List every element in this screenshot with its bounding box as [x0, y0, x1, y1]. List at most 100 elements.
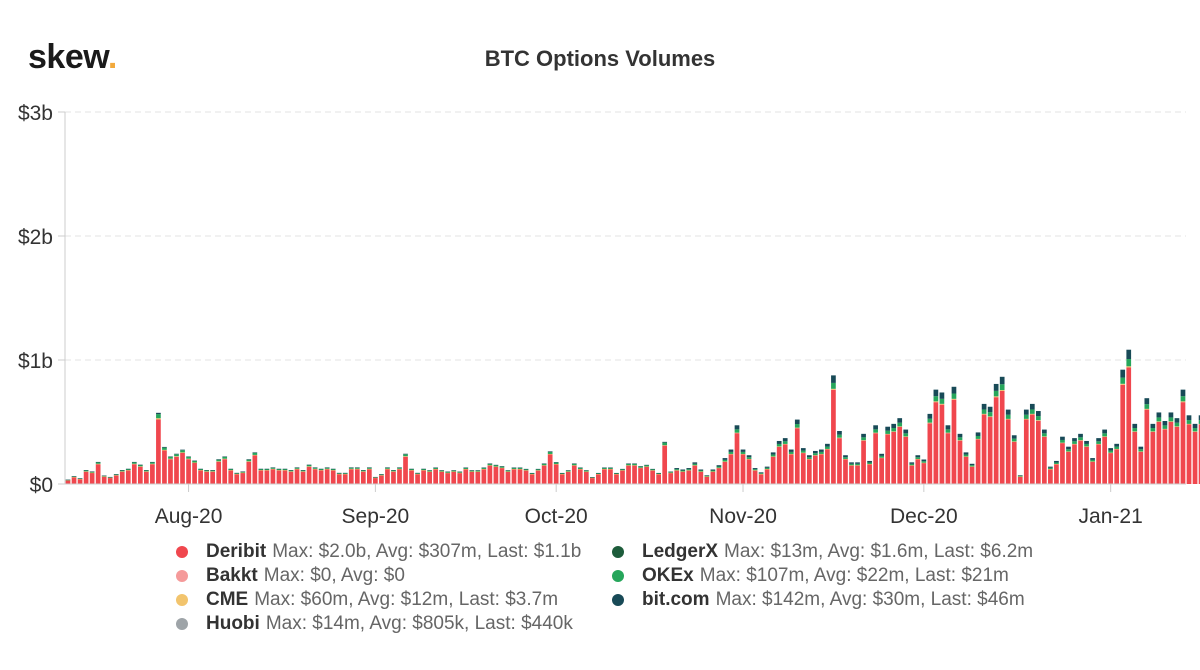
legend-item-deribit[interactable]: Deribit Max: $2.0b, Avg: $307m, Last: $1.… [176, 540, 581, 564]
bar-bitcom-111 [734, 425, 740, 430]
bar-okex-108 [716, 466, 722, 468]
bar-bitcom-27 [228, 468, 234, 470]
bar-cme-135 [879, 457, 884, 459]
bar-okex-3 [83, 470, 89, 472]
bar-cme-124 [812, 455, 818, 456]
bar-bitcom-183 [1168, 412, 1174, 418]
bar-deribit-74 [511, 469, 517, 484]
bar-cme-68 [475, 471, 481, 472]
bar-bitcom-15 [156, 412, 161, 415]
bar-bitcom-74 [511, 467, 517, 469]
bar-cme-108 [716, 467, 722, 469]
bar-bitcom-105 [698, 469, 704, 471]
legend-item-okex[interactable]: OKEx Max: $107m, Avg: $22m, Last: $21m [612, 564, 1009, 588]
bar-bitcom-167 [1072, 438, 1077, 442]
bar-cme-31 [252, 454, 258, 456]
bar-okex-151 [975, 435, 981, 439]
bar-cme-105 [698, 471, 704, 472]
bar-okex-111 [734, 429, 740, 433]
bar-bitcom-63 [445, 471, 451, 473]
bar-okex-19 [180, 450, 185, 453]
bar-deribit-14 [150, 464, 155, 484]
bar-okex-146 [945, 429, 951, 433]
bar-cme-74 [511, 468, 517, 470]
bar-deribit-116 [764, 469, 770, 484]
bar-bitcom-43 [324, 467, 330, 468]
bar-bitcom-112 [740, 449, 746, 452]
bar-cme-15 [156, 418, 161, 420]
bar-bitcom-160 [1029, 403, 1035, 410]
bar-deribit-42 [318, 470, 324, 484]
bar-deribit-129 [843, 459, 848, 484]
x-tick-label-5: Jan-21 [1079, 505, 1143, 528]
bar-bitcom-152 [981, 403, 987, 410]
bar-okex-18 [174, 454, 179, 457]
legend-item-cme[interactable]: CME Max: $60m, Avg: $12m, Last: $3.7m [176, 588, 558, 612]
bar-deribit-96 [644, 466, 649, 484]
legend-item-huobi[interactable]: Huobi Max: $14m, Avg: $805k, Last: $440k [176, 612, 573, 636]
bar-bitcom-60 [427, 470, 432, 471]
bar-deribit-107 [710, 471, 716, 484]
legend-item-ledgerx[interactable]: LedgerX Max: $13m, Avg: $1.6m, Last: $6.2… [612, 540, 1033, 564]
bar-deribit-128 [837, 438, 842, 484]
bar-cme-18 [174, 456, 179, 457]
bar-cme-178 [1138, 451, 1144, 452]
bar-bitcom-55 [397, 467, 402, 468]
bar-deribit-11 [131, 464, 137, 484]
bar-cme-63 [445, 472, 451, 474]
bar-deribit-7 [107, 477, 113, 484]
bar-deribit-86 [583, 471, 589, 484]
bar-cme-171 [1096, 443, 1101, 445]
bar-deribit-165 [1060, 443, 1065, 484]
bar-bitcom-150 [969, 463, 975, 466]
bar-okex-106 [704, 475, 710, 477]
bar-deribit-24 [210, 471, 216, 484]
bar-okex-188 [1198, 420, 1200, 424]
bar-deribit-31 [252, 455, 258, 484]
legend-item-bakkt[interactable]: Bakkt Max: $0, Avg: $0 [176, 564, 405, 588]
bar-cme-183 [1168, 421, 1174, 422]
legend-marker-icon [176, 594, 188, 606]
bar-cme-12 [137, 466, 143, 467]
bar-cme-172 [1102, 436, 1107, 437]
bar-bitcom-140 [909, 462, 915, 464]
bar-bitcom-11 [131, 461, 137, 463]
bar-deribit-139 [903, 436, 909, 484]
x-tick-label-2: Oct-20 [525, 505, 588, 528]
bar-deribit-184 [1174, 426, 1180, 484]
bar-cme-64 [451, 471, 457, 472]
bar-cme-115 [758, 473, 764, 475]
bar-deribit-28 [234, 474, 240, 484]
bar-deribit-145 [939, 404, 945, 484]
bar-deribit-59 [421, 470, 426, 484]
bar-okex-161 [1035, 416, 1041, 421]
bar-deribit-55 [397, 469, 402, 484]
legend-stats: Max: $60m, Avg: $12m, Last: $3.7m [254, 589, 559, 610]
bar-bitcom-90 [608, 467, 613, 469]
bar-bitcom-9 [119, 470, 125, 471]
bar-deribit-154 [993, 397, 999, 484]
bar-deribit-34 [270, 469, 276, 484]
bar-bitcom-104 [692, 462, 698, 464]
bar-okex-133 [867, 462, 872, 464]
legend-item-bitcom[interactable]: bit.com Max: $142m, Avg: $30m, Last: $46m [612, 588, 1025, 612]
bar-okex-42 [318, 469, 324, 471]
bar-deribit-130 [849, 465, 854, 484]
bar-bitcom-50 [367, 467, 372, 468]
legend-name: LedgerX [642, 541, 719, 562]
bar-okex-28 [234, 473, 240, 474]
bar-cme-148 [957, 440, 963, 441]
bar-deribit-92 [620, 470, 625, 484]
bar-bitcom-115 [758, 472, 764, 474]
bar-bitcom-127 [831, 375, 836, 383]
bar-deribit-178 [1138, 451, 1144, 484]
bar-deribit-6 [101, 476, 107, 484]
bar-okex-29 [240, 471, 246, 473]
bar-cme-37 [288, 471, 294, 472]
bar-okex-107 [710, 470, 716, 472]
bar-deribit-43 [324, 469, 330, 484]
bar-bitcom-147 [951, 386, 957, 394]
bar-deribit-155 [999, 391, 1005, 484]
bar-okex-148 [957, 437, 963, 441]
bar-okex-119 [782, 441, 788, 444]
